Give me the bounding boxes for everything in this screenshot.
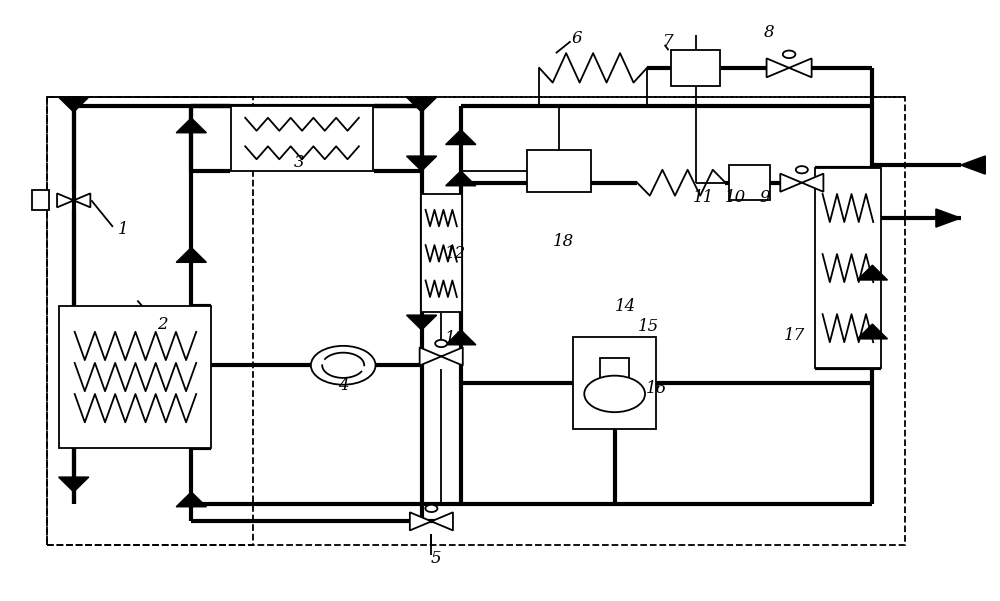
Text: 16: 16	[646, 380, 667, 397]
Text: 9: 9	[759, 189, 770, 206]
Polygon shape	[446, 171, 476, 186]
Polygon shape	[789, 58, 812, 78]
Polygon shape	[74, 194, 90, 207]
Bar	[600, 358, 629, 379]
Text: 17: 17	[783, 328, 805, 344]
Bar	[421, 195, 462, 313]
Polygon shape	[961, 156, 985, 174]
Text: 3: 3	[294, 154, 304, 171]
Bar	[47, 97, 905, 545]
Polygon shape	[176, 118, 206, 133]
Circle shape	[311, 346, 376, 385]
Text: 5: 5	[431, 550, 442, 567]
Circle shape	[796, 166, 808, 173]
Circle shape	[783, 50, 795, 58]
Text: 14: 14	[615, 298, 636, 315]
Text: 6: 6	[571, 30, 582, 47]
Bar	[231, 106, 373, 171]
Polygon shape	[420, 347, 441, 365]
Text: 4: 4	[338, 377, 349, 394]
Bar	[729, 165, 770, 200]
Polygon shape	[410, 512, 431, 531]
Text: 7: 7	[663, 33, 674, 50]
Polygon shape	[936, 209, 961, 227]
Polygon shape	[407, 156, 437, 171]
Text: 15: 15	[638, 318, 660, 335]
Polygon shape	[57, 194, 74, 207]
Text: 13: 13	[445, 331, 467, 347]
Polygon shape	[446, 330, 476, 345]
Polygon shape	[857, 324, 887, 339]
Text: 18: 18	[553, 233, 574, 250]
Bar	[32, 191, 49, 210]
Text: 11: 11	[693, 189, 714, 206]
Polygon shape	[176, 492, 206, 507]
Bar	[59, 307, 211, 448]
Polygon shape	[767, 58, 789, 78]
Text: 1: 1	[117, 221, 128, 239]
Polygon shape	[407, 97, 437, 112]
Circle shape	[425, 505, 437, 512]
Bar	[573, 337, 656, 429]
Polygon shape	[802, 174, 823, 192]
Polygon shape	[59, 97, 89, 112]
Bar	[47, 97, 253, 545]
Polygon shape	[176, 248, 206, 262]
Text: 2: 2	[157, 316, 167, 332]
Polygon shape	[441, 347, 463, 365]
Text: 12: 12	[445, 245, 467, 262]
Circle shape	[435, 340, 447, 347]
Polygon shape	[857, 265, 887, 280]
Polygon shape	[446, 130, 476, 144]
Bar	[527, 150, 591, 192]
Polygon shape	[407, 315, 437, 330]
Circle shape	[584, 376, 645, 412]
Bar	[815, 168, 881, 368]
Bar	[671, 50, 720, 85]
Polygon shape	[59, 477, 89, 492]
Polygon shape	[780, 174, 802, 192]
Text: 8: 8	[764, 24, 775, 41]
Text: 10: 10	[725, 189, 746, 206]
Polygon shape	[431, 512, 453, 531]
